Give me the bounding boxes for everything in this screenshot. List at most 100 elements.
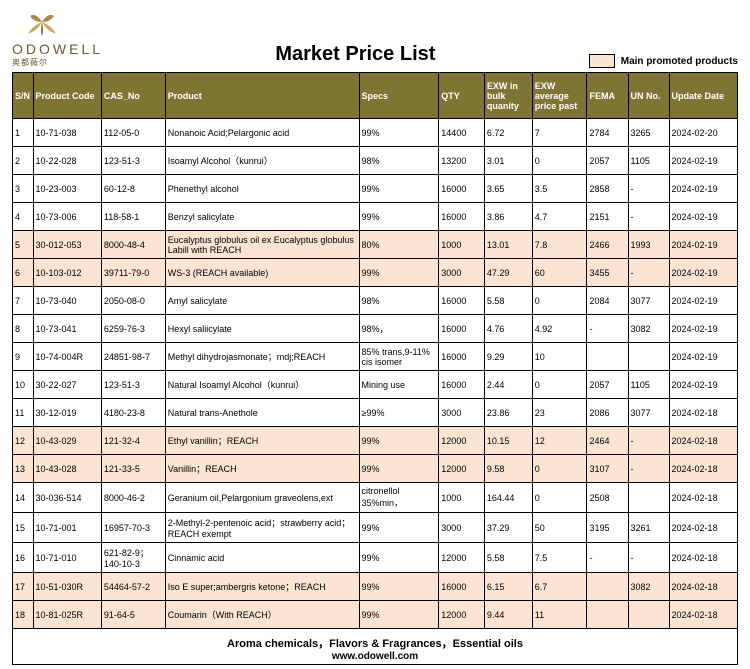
table-cell: Mining use — [359, 371, 439, 399]
table-cell: 2784 — [587, 119, 628, 147]
table-cell: 7.5 — [532, 543, 587, 573]
table-cell: - — [587, 543, 628, 573]
table-row: 110-71-038112-05-0Nonanoic Acid;Pelargon… — [13, 119, 738, 147]
table-cell: 13.01 — [484, 231, 532, 259]
table-cell: 2024-02-18 — [669, 543, 737, 573]
table-cell: 10-51-030R — [33, 573, 101, 601]
table-cell: 16000 — [439, 175, 485, 203]
table-cell: 3000 — [439, 513, 485, 543]
table-cell: 7 — [13, 287, 34, 315]
table-row: 610-103-01239711-79-0WS-3 (REACH availab… — [13, 259, 738, 287]
table-cell: Cinnamic acid — [165, 543, 359, 573]
table-cell — [587, 343, 628, 371]
table-cell: 123-51-3 — [101, 147, 165, 175]
table-cell: - — [628, 455, 669, 483]
table-cell: 6.7 — [532, 573, 587, 601]
table-cell: 99% — [359, 513, 439, 543]
table-cell: 2024-02-18 — [669, 513, 737, 543]
table-cell: Natural trans-Anethole — [165, 399, 359, 427]
table-row: 1710-51-030R54464-57-2Iso E super;amberg… — [13, 573, 738, 601]
table-cell: 164.44 — [484, 483, 532, 513]
table-cell: 39711-79-0 — [101, 259, 165, 287]
table-row: 310-23-00360-12-8Phenethyl alcohol99%160… — [13, 175, 738, 203]
table-row: 1210-43-029121-32-4Ethyl vanillin；REACH9… — [13, 427, 738, 455]
table-cell: 18 — [13, 601, 34, 629]
table-cell: - — [628, 203, 669, 231]
table-cell: 16957-70-3 — [101, 513, 165, 543]
page-title: Market Price List — [122, 43, 589, 68]
table-cell: - — [628, 175, 669, 203]
table-cell: 6259-76-3 — [101, 315, 165, 343]
table-cell: 12000 — [439, 455, 485, 483]
table-cell: 1000 — [439, 231, 485, 259]
table-cell: 0 — [532, 483, 587, 513]
table-cell: 6.72 — [484, 119, 532, 147]
table-cell: 121-33-5 — [101, 455, 165, 483]
table-cell: 10-71-038 — [33, 119, 101, 147]
table-cell: 10-103-012 — [33, 259, 101, 287]
table-cell: - — [587, 315, 628, 343]
table-cell: 10.15 — [484, 427, 532, 455]
table-row: 210-22-028123-51-3Isoamyl Alcohol（kunrui… — [13, 147, 738, 175]
table-cell: Nonanoic Acid;Pelargonic acid — [165, 119, 359, 147]
table-cell: 16000 — [439, 343, 485, 371]
table-cell: 12 — [13, 427, 34, 455]
table-cell: 10-73-040 — [33, 287, 101, 315]
table-cell: - — [628, 543, 669, 573]
table-cell: - — [628, 259, 669, 287]
table-cell: 7 — [532, 119, 587, 147]
brand-logo: ODOWELL 奥都薇尔 — [12, 8, 122, 68]
table-cell: 10-74-004R — [33, 343, 101, 371]
table-cell: 5.58 — [484, 287, 532, 315]
table-cell: 10 — [532, 343, 587, 371]
table-row: 1130-12-0194180-23-8Natural trans-Anetho… — [13, 399, 738, 427]
table-cell: 2024-02-18 — [669, 601, 737, 629]
table-cell: 16000 — [439, 573, 485, 601]
table-cell: 12 — [532, 427, 587, 455]
table-cell: 2024-02-19 — [669, 231, 737, 259]
table-cell: 30-012-053 — [33, 231, 101, 259]
table-cell: 12000 — [439, 543, 485, 573]
table-cell — [628, 483, 669, 513]
table-cell: citronellol 35%min， — [359, 483, 439, 513]
table-cell: 2858 — [587, 175, 628, 203]
table-row: 810-73-0416259-76-3Hexyl saliicylate98%，… — [13, 315, 738, 343]
table-cell: 99% — [359, 175, 439, 203]
logo-flower-icon — [22, 8, 62, 36]
column-header: QTY — [439, 73, 485, 119]
table-cell: 2024-02-19 — [669, 315, 737, 343]
table-cell: 99% — [359, 427, 439, 455]
table-cell: 11 — [13, 399, 34, 427]
legend-label: Main promoted products — [621, 56, 738, 67]
table-cell: 2464 — [587, 427, 628, 455]
table-cell: 3195 — [587, 513, 628, 543]
table-cell: 14400 — [439, 119, 485, 147]
brand-name: ODOWELL — [12, 41, 122, 57]
table-cell: 123-51-3 — [101, 371, 165, 399]
table-cell: 1105 — [628, 371, 669, 399]
table-cell: 17 — [13, 573, 34, 601]
table-cell: 98% — [359, 287, 439, 315]
table-cell: 2024-02-19 — [669, 343, 737, 371]
table-cell: 98% — [359, 147, 439, 175]
page-footer: Aroma chemicals，Flavors & Fragrances，Ess… — [12, 629, 738, 665]
table-cell: 10-43-028 — [33, 455, 101, 483]
column-header: EXW in bulk quanity — [484, 73, 532, 119]
table-cell: 4 — [13, 203, 34, 231]
table-cell: 30-12-019 — [33, 399, 101, 427]
table-cell: 13200 — [439, 147, 485, 175]
table-cell: 99% — [359, 543, 439, 573]
table-cell: 10-73-006 — [33, 203, 101, 231]
table-cell: Methyl dihydrojasmonate；mdj;REACH — [165, 343, 359, 371]
table-cell: 2057 — [587, 147, 628, 175]
table-cell: 11 — [532, 601, 587, 629]
table-cell: 14 — [13, 483, 34, 513]
table-cell: 2084 — [587, 287, 628, 315]
table-cell: Eucalyptus globulus oil ex Eucalyptus gl… — [165, 231, 359, 259]
column-header: Specs — [359, 73, 439, 119]
table-cell: 1105 — [628, 147, 669, 175]
table-cell: 9.44 — [484, 601, 532, 629]
table-cell: 3.01 — [484, 147, 532, 175]
table-cell: 2024-02-19 — [669, 371, 737, 399]
table-cell: Benzyl salicylate — [165, 203, 359, 231]
